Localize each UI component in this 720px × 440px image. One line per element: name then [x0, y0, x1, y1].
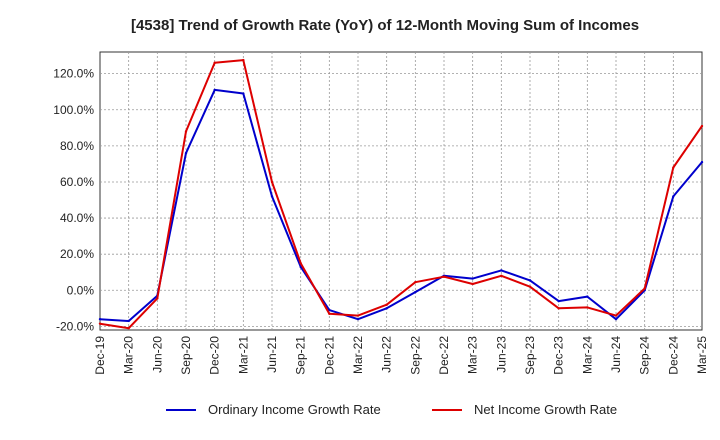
grid-layer	[99, 51, 703, 331]
x-tick-label: Sep-22	[408, 336, 422, 375]
data-point-series-1	[213, 88, 216, 92]
x-tick-label: Dec-20	[208, 336, 222, 375]
series-line-1	[99, 88, 703, 322]
x-tick-label: Jun-24	[609, 336, 623, 373]
data-point-series-2	[414, 280, 417, 284]
data-point-series-2	[442, 275, 446, 278]
data-point-series-1	[242, 92, 245, 95]
data-point-series-1	[528, 279, 532, 282]
legend-label-1: Ordinary Income Growth Rate	[208, 402, 381, 417]
x-tick-label: Dec-24	[666, 336, 680, 375]
x-tick-label: Dec-23	[552, 336, 566, 375]
data-point-series-2	[328, 312, 331, 315]
data-point-series-2	[614, 314, 618, 317]
x-tick-label: Mar-24	[580, 336, 594, 374]
x-tick-label: Dec-21	[322, 336, 336, 375]
x-tick-label: Jun-20	[150, 336, 164, 373]
x-tick-label: Mar-23	[466, 336, 480, 374]
data-point-series-1	[184, 151, 188, 155]
x-tick-label: Jun-23	[494, 336, 508, 373]
data-point-series-1	[614, 317, 618, 321]
x-tick-label: Sep-24	[638, 336, 652, 375]
data-point-series-2	[500, 274, 503, 278]
x-tick-label: Dec-19	[93, 336, 107, 375]
data-point-series-1	[127, 319, 130, 323]
x-tick-label: Jun-21	[265, 336, 279, 373]
x-tick-label: Sep-23	[523, 336, 537, 375]
data-point-series-2	[213, 61, 216, 65]
x-tick-label: Mar-20	[122, 336, 136, 374]
data-point-series-1	[414, 290, 417, 294]
data-point-series-1	[672, 195, 675, 198]
data-point-series-1	[557, 299, 560, 303]
data-point-series-2	[270, 180, 274, 184]
y-tick-label: 80.0%	[60, 139, 94, 153]
y-tick-label: 0.0%	[67, 283, 95, 297]
data-point-series-1	[500, 269, 503, 272]
data-point-series-2	[184, 130, 188, 133]
data-point-series-2	[586, 306, 589, 309]
x-tick-label: Jun-22	[380, 336, 394, 373]
data-point-series-2	[672, 166, 675, 169]
x-tick-label: Dec-22	[437, 336, 451, 375]
plot-frame	[99, 51, 703, 331]
data-point-series-2	[385, 303, 388, 306]
legend: Ordinary Income Growth Rate Net Income Gr…	[166, 402, 617, 417]
y-tick-label: 20.0%	[60, 247, 94, 261]
data-point-series-2	[643, 287, 646, 290]
data-point-series-2	[242, 58, 245, 62]
series-line-2	[99, 59, 703, 330]
series-layer	[98, 58, 704, 330]
data-point-series-2	[156, 297, 159, 300]
y-tick-label: 100.0%	[53, 103, 94, 117]
data-point-series-1	[270, 195, 274, 198]
data-point-series-2	[557, 307, 560, 310]
data-point-series-1	[98, 317, 102, 321]
data-point-series-2	[471, 282, 474, 286]
data-point-series-1	[700, 160, 704, 164]
y-tick-label: 40.0%	[60, 211, 94, 225]
legend-label-2: Net Income Growth Rate	[474, 402, 617, 417]
x-tick-label: Mar-21	[236, 336, 250, 374]
x-tick-label: Sep-21	[294, 336, 308, 375]
data-point-series-2	[700, 124, 704, 128]
data-point-series-1	[385, 307, 388, 310]
data-point-series-2	[127, 326, 130, 330]
data-point-series-1	[328, 308, 331, 312]
axis-layer: Dec-19 Mar-20 Jun-20 Sep-20 Dec-20 Mar-21 Jun-…	[53, 67, 709, 375]
data-point-series-2	[98, 322, 102, 325]
x-tick-label: Mar-25	[695, 336, 709, 374]
data-point-series-1	[471, 277, 474, 280]
data-point-series-1	[586, 295, 589, 298]
y-tick-label: 60.0%	[60, 175, 94, 189]
x-tick-label: Sep-20	[179, 336, 193, 375]
y-tick-label: -20.0%	[56, 319, 94, 333]
data-point-series-1	[356, 317, 360, 321]
data-point-series-2	[528, 285, 532, 288]
x-tick-label: Mar-22	[351, 336, 365, 374]
data-point-series-2	[299, 262, 302, 265]
y-tick-label: 120.0%	[53, 67, 94, 81]
data-point-series-2	[356, 314, 360, 317]
chart-title: [4538] Trend of Growth Rate (YoY) of 12-…	[131, 17, 639, 34]
